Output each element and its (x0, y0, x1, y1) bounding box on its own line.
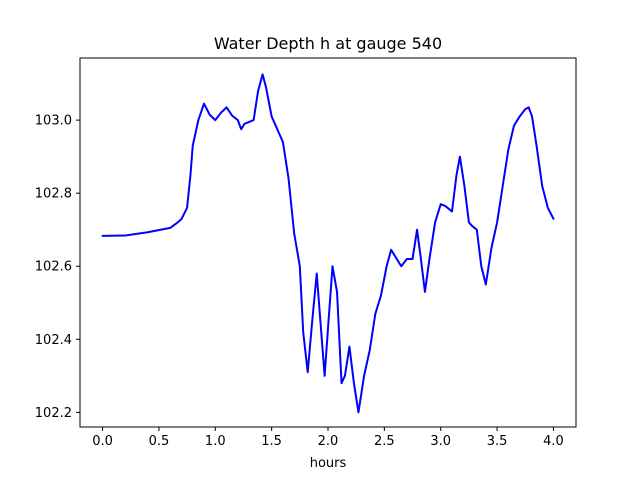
y-tick-label: 103.0 (35, 114, 72, 129)
water-depth-series-line (101, 73, 555, 414)
y-tick-label: 102.6 (35, 260, 72, 275)
x-tick-label: 2.0 (318, 434, 339, 449)
plot-frame (79, 57, 577, 428)
x-axis-label: hours (310, 456, 347, 471)
x-tick-label: 3.0 (430, 434, 451, 449)
chart-title: Water Depth h at gauge 540 (214, 34, 442, 53)
x-tick-label: 0.0 (92, 434, 113, 449)
y-tick-label: 102.4 (35, 333, 72, 348)
x-tick-label: 0.5 (149, 434, 170, 449)
y-axis-ticks: 102.2 102.4 102.6 102.8 103.0 (35, 114, 80, 421)
y-tick-label: 102.2 (35, 406, 72, 421)
plot-area-background (80, 58, 576, 427)
x-tick-label: 1.0 (205, 434, 226, 449)
y-tick-label: 102.8 (35, 187, 72, 202)
plot-lines (101, 73, 555, 414)
x-tick-label: 2.5 (374, 434, 395, 449)
x-axis-ticks: 0.0 0.5 1.0 1.5 2.0 2.5 3.0 3.5 4.0 (92, 427, 564, 449)
x-tick-label: 3.5 (487, 434, 508, 449)
x-tick-label: 4.0 (543, 434, 564, 449)
x-tick-label: 1.5 (261, 434, 282, 449)
